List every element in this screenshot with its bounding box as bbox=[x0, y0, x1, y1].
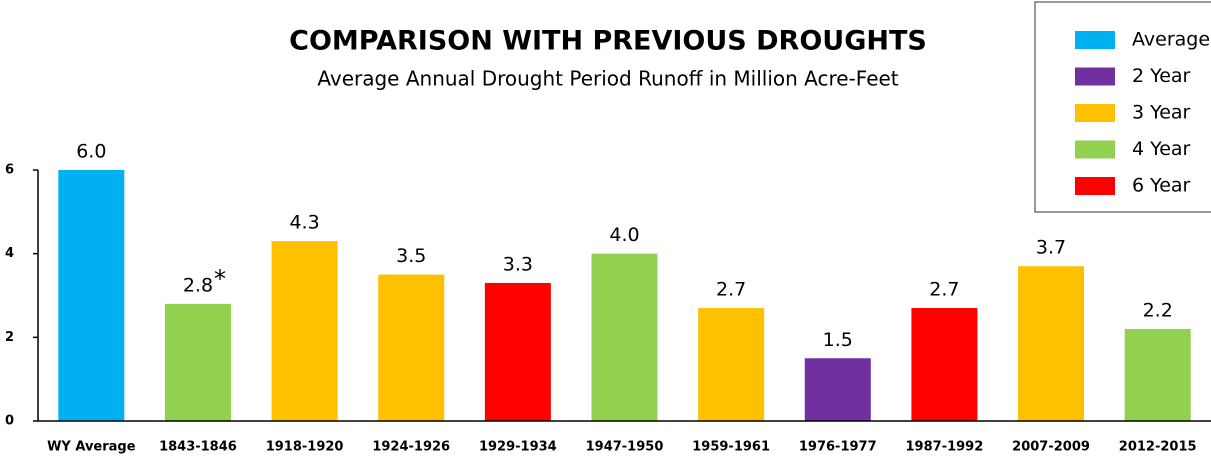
legend-label: Average bbox=[1132, 29, 1210, 51]
bar bbox=[271, 241, 338, 421]
bar bbox=[484, 282, 551, 421]
bar bbox=[378, 274, 445, 421]
x-tick-label: 1947-1950 bbox=[586, 440, 664, 455]
chart-subtitle: Average Annual Drought Period Runoff in … bbox=[317, 67, 898, 91]
bar bbox=[698, 308, 765, 421]
value-label: 4.3 bbox=[289, 212, 319, 234]
x-tick-label: 2012-2015 bbox=[1119, 440, 1197, 455]
value-label: 4.0 bbox=[609, 224, 639, 246]
legend-swatch bbox=[1075, 177, 1115, 195]
legend-label: 3 Year bbox=[1132, 102, 1191, 124]
x-tick-label: 1843-1846 bbox=[159, 440, 237, 455]
value-label: 2.8 bbox=[183, 274, 213, 296]
value-label: 2.7 bbox=[929, 279, 959, 301]
x-tick-label: 2007-2009 bbox=[1012, 440, 1090, 455]
x-tick-label: 1987-1992 bbox=[906, 440, 984, 455]
annotation: * bbox=[214, 265, 226, 293]
x-tick-label: 1924-1926 bbox=[372, 440, 450, 455]
value-label: 3.7 bbox=[1036, 237, 1066, 259]
x-tick-label: 1976-1977 bbox=[799, 440, 877, 455]
value-label: 6.0 bbox=[76, 141, 106, 163]
legend-swatch bbox=[1075, 31, 1115, 49]
y-tick-label: 6 bbox=[5, 163, 14, 178]
legend-swatch bbox=[1075, 104, 1115, 122]
bar bbox=[58, 170, 125, 421]
x-tick-label: 1929-1934 bbox=[479, 440, 557, 455]
legend-swatch bbox=[1075, 67, 1115, 86]
legend-label: 6 Year bbox=[1132, 175, 1191, 197]
legend-label: 2 Year bbox=[1132, 65, 1191, 87]
x-tick-label: 1918-1920 bbox=[266, 440, 344, 455]
chart-title: COMPARISON WITH PREVIOUS DROUGHTS bbox=[289, 26, 927, 57]
bar bbox=[164, 303, 231, 421]
y-tick-label: 0 bbox=[5, 414, 14, 429]
value-label: 3.3 bbox=[503, 253, 533, 275]
bar bbox=[1018, 266, 1085, 421]
bar bbox=[911, 308, 978, 421]
x-tick-label: 1959-1961 bbox=[692, 440, 770, 455]
value-label: 2.7 bbox=[716, 279, 746, 301]
value-label: 1.5 bbox=[823, 329, 853, 351]
bar bbox=[591, 253, 658, 421]
value-label: 3.5 bbox=[396, 245, 426, 267]
legend-box bbox=[1034, 1, 1211, 213]
bar bbox=[804, 358, 871, 421]
bar bbox=[1124, 328, 1191, 421]
y-tick-label: 2 bbox=[5, 330, 14, 345]
legend-swatch bbox=[1075, 140, 1115, 159]
x-tick-label: WY Average bbox=[47, 440, 136, 455]
y-tick-label: 4 bbox=[5, 246, 14, 261]
value-label: 2.2 bbox=[1143, 299, 1173, 321]
legend-label: 4 Year bbox=[1132, 138, 1191, 160]
